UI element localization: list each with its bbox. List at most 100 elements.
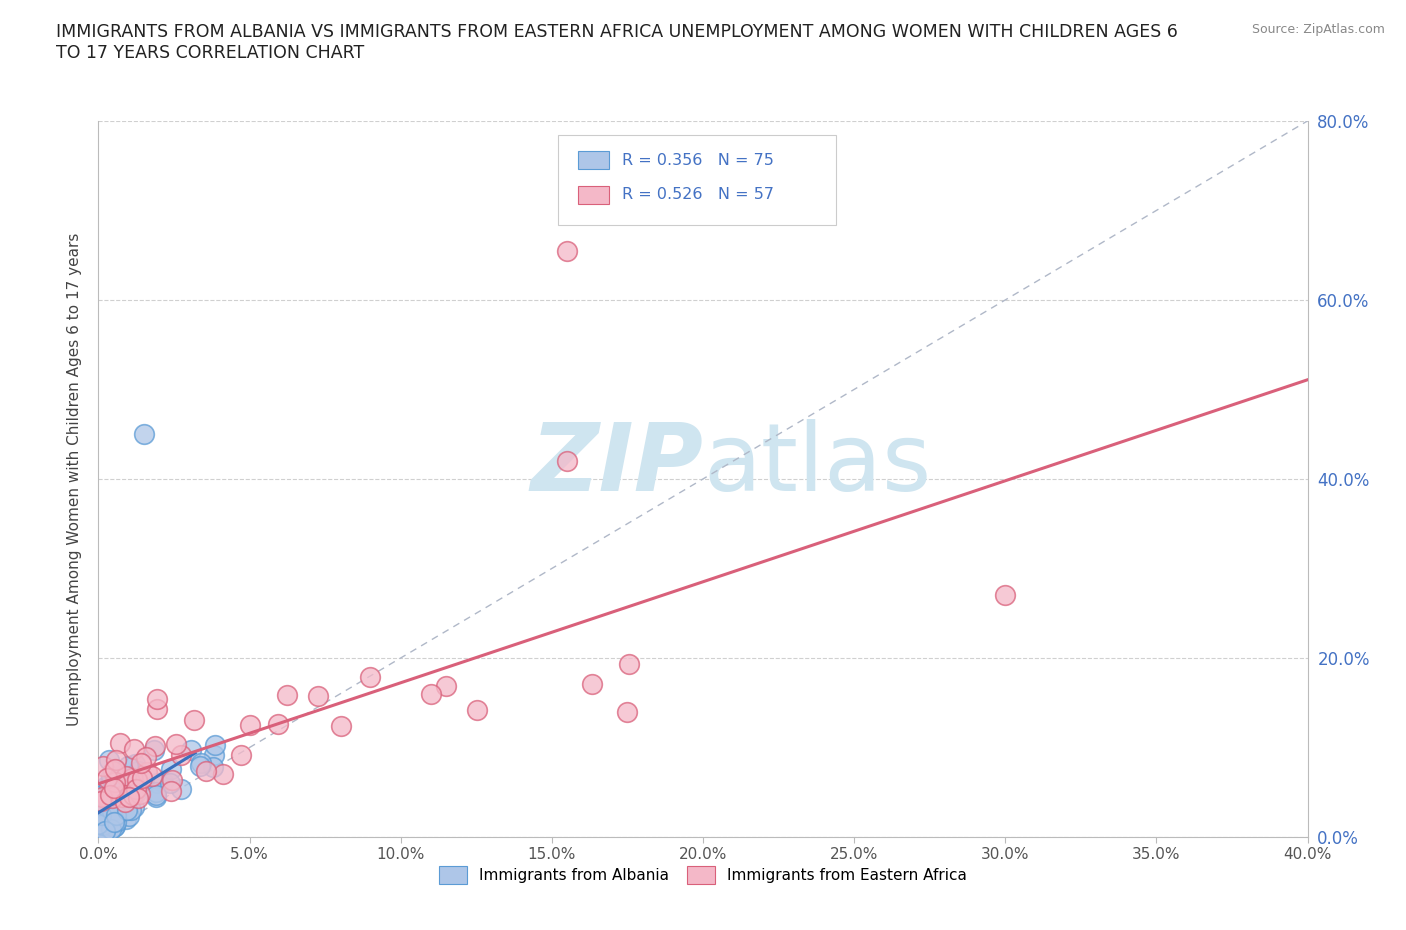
Point <box>201 760 224 775</box>
Point <box>145 785 167 800</box>
Point <box>118 808 141 823</box>
Point <box>103 819 125 834</box>
Point <box>91 758 114 773</box>
Y-axis label: Unemployment Among Women with Children Ages 6 to 17 years: Unemployment Among Women with Children A… <box>66 232 82 725</box>
Point <box>112 801 135 816</box>
Point <box>359 669 381 684</box>
Point <box>127 772 149 787</box>
Point <box>141 769 163 784</box>
Point <box>128 786 150 801</box>
Point <box>105 752 128 767</box>
Legend: Immigrants from Albania, Immigrants from Eastern Africa: Immigrants from Albania, Immigrants from… <box>433 860 973 890</box>
Point <box>122 741 145 756</box>
Text: R = 0.356   N = 75: R = 0.356 N = 75 <box>621 153 773 167</box>
Point <box>103 800 125 815</box>
Point <box>125 785 148 800</box>
Point <box>195 764 218 778</box>
Point <box>89 822 111 837</box>
Point <box>204 737 226 752</box>
Point <box>101 766 124 781</box>
Point <box>145 738 167 753</box>
Point <box>143 742 166 757</box>
Point <box>101 810 124 825</box>
Point <box>104 811 127 826</box>
Point <box>98 753 121 768</box>
Point <box>94 820 117 835</box>
Point <box>91 818 114 833</box>
Point <box>239 718 262 733</box>
Point <box>104 761 127 776</box>
Point <box>104 812 127 827</box>
Point <box>87 817 110 831</box>
Point <box>121 788 143 803</box>
Point <box>93 826 115 841</box>
Point <box>101 804 124 819</box>
Point <box>93 820 115 835</box>
Point <box>202 748 225 763</box>
Point <box>103 781 125 796</box>
Point <box>170 748 193 763</box>
Point <box>267 717 290 732</box>
Point <box>104 818 127 833</box>
Point <box>110 790 132 804</box>
Point <box>96 790 118 804</box>
Point <box>114 798 136 813</box>
Point <box>188 759 211 774</box>
Point <box>180 743 202 758</box>
Point <box>87 802 110 817</box>
Text: IMMIGRANTS FROM ALBANIA VS IMMIGRANTS FROM EASTERN AFRICA UNEMPLOYMENT AMONG WOM: IMMIGRANTS FROM ALBANIA VS IMMIGRANTS FR… <box>56 23 1178 62</box>
Point <box>89 826 111 841</box>
FancyBboxPatch shape <box>558 135 837 225</box>
Text: atlas: atlas <box>703 418 931 511</box>
Point <box>183 712 205 727</box>
Point <box>135 765 157 780</box>
Point <box>152 775 174 790</box>
Point <box>108 736 131 751</box>
Point <box>160 773 183 788</box>
Point <box>146 701 169 716</box>
Text: R = 0.526   N = 57: R = 0.526 N = 57 <box>621 187 773 202</box>
Point <box>129 755 152 770</box>
Point <box>90 794 112 809</box>
Point <box>159 784 181 799</box>
Point <box>190 755 212 770</box>
Point <box>122 800 145 815</box>
Point <box>101 809 124 824</box>
Point <box>117 759 139 774</box>
Point <box>170 781 193 796</box>
Point <box>96 771 118 786</box>
Point <box>100 822 122 837</box>
Point <box>115 768 138 783</box>
Point <box>125 776 148 790</box>
Bar <box>578 152 609 169</box>
Point <box>115 812 138 827</box>
Point <box>108 791 131 806</box>
Point <box>105 772 128 787</box>
Point <box>276 687 298 702</box>
Point <box>103 815 125 830</box>
Point <box>98 803 121 817</box>
Point <box>94 778 117 793</box>
Point <box>90 808 112 823</box>
Point <box>90 787 112 802</box>
Point <box>211 766 233 781</box>
Text: ZIP: ZIP <box>530 418 703 511</box>
Point <box>100 790 122 804</box>
Point <box>121 790 143 805</box>
Point <box>94 824 117 839</box>
Point <box>98 805 121 820</box>
Point <box>555 244 578 259</box>
Point <box>118 790 141 804</box>
Point <box>103 764 125 778</box>
Point <box>98 777 121 791</box>
Point <box>127 790 149 805</box>
Point <box>145 788 167 803</box>
Point <box>103 777 125 791</box>
Point <box>115 804 138 818</box>
Point <box>420 686 443 701</box>
Point <box>160 762 183 777</box>
Point <box>100 769 122 784</box>
Point <box>330 719 353 734</box>
Point <box>110 804 132 819</box>
Point <box>101 790 124 805</box>
